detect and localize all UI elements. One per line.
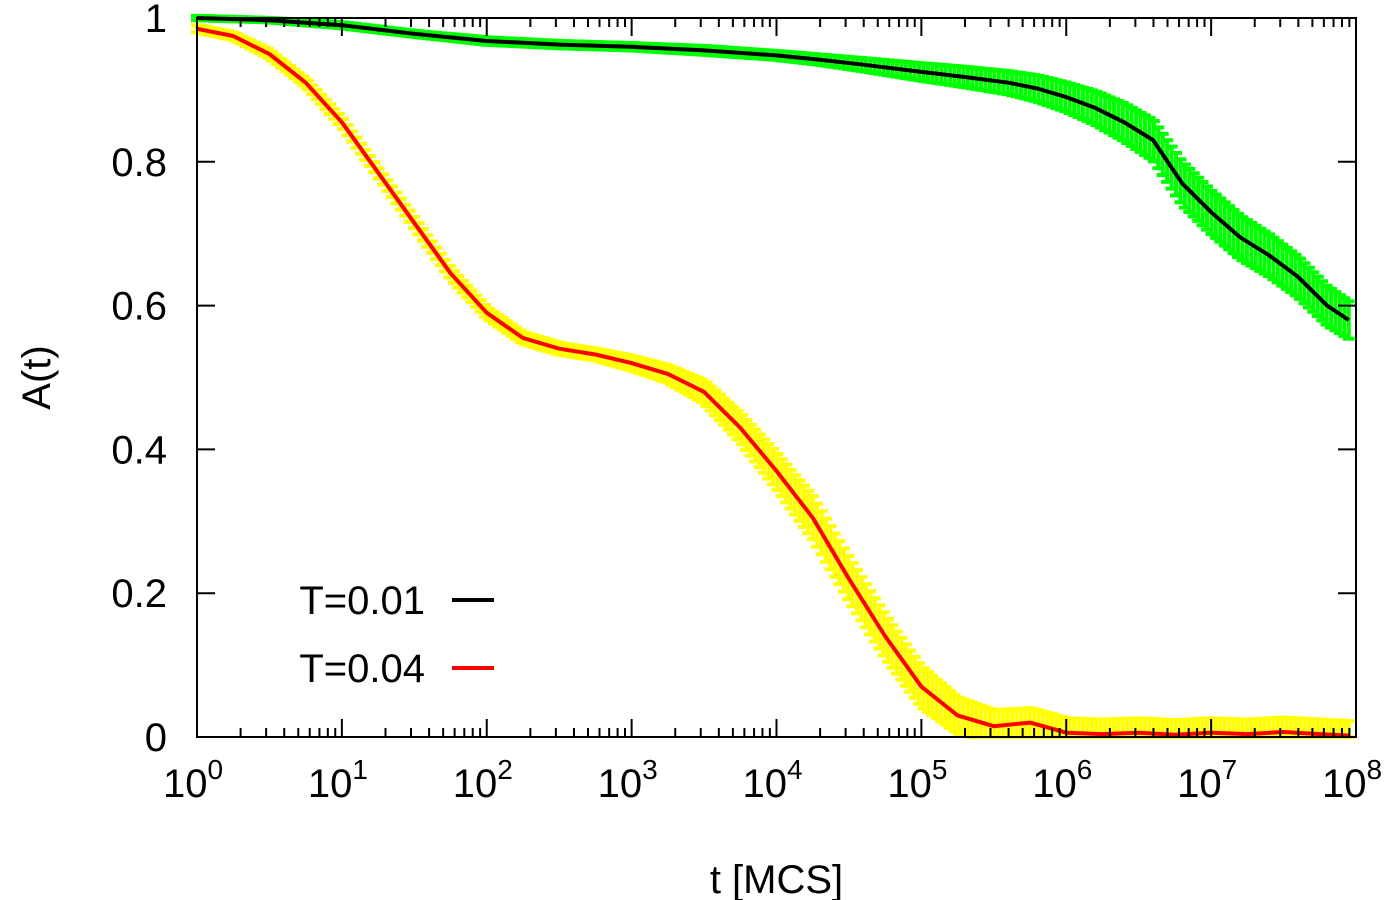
x-tick-label: 106 xyxy=(1032,754,1092,806)
plot-frame xyxy=(196,17,1357,738)
y-axis-label: A(t) xyxy=(15,345,59,409)
y-tick-label: 0.6 xyxy=(111,285,167,329)
series-line-0 xyxy=(196,16,1350,322)
x-tick-label: 100 xyxy=(163,754,223,806)
error-band-1 xyxy=(191,23,1355,739)
x-axis-label: t [MCS] xyxy=(710,858,843,900)
legend: T=0.01 T=0.04 xyxy=(299,579,494,691)
y-tick-label: 0.2 xyxy=(111,572,167,616)
x-tick-label: 107 xyxy=(1177,754,1237,806)
y-tick-label: 0.4 xyxy=(111,428,167,472)
series-line-1 xyxy=(196,26,1349,738)
x-tick-label: 104 xyxy=(742,754,802,806)
error-bars xyxy=(191,13,1355,739)
legend-label: T=0.01 xyxy=(299,579,425,623)
legend-label: T=0.04 xyxy=(299,647,425,691)
y-tick-label: 0.8 xyxy=(111,141,167,185)
x-tick-label: 102 xyxy=(453,754,513,806)
y-tick-label: 0 xyxy=(145,716,167,760)
x-tick-label: 103 xyxy=(598,754,658,806)
y-tick-label: 1 xyxy=(145,0,167,41)
axis-ticks xyxy=(196,17,1357,738)
error-band-0 xyxy=(191,13,1355,341)
series-lines xyxy=(196,16,1350,738)
y-tick-labels: 0 0.2 0.4 0.6 0.8 1 xyxy=(111,0,167,760)
x-tick-label: 101 xyxy=(308,754,368,806)
x-tick-label: 108 xyxy=(1322,754,1382,806)
x-tick-labels: 100 101 102 103 104 105 106 107 108 xyxy=(163,754,1382,806)
x-tick-label: 105 xyxy=(887,754,947,806)
